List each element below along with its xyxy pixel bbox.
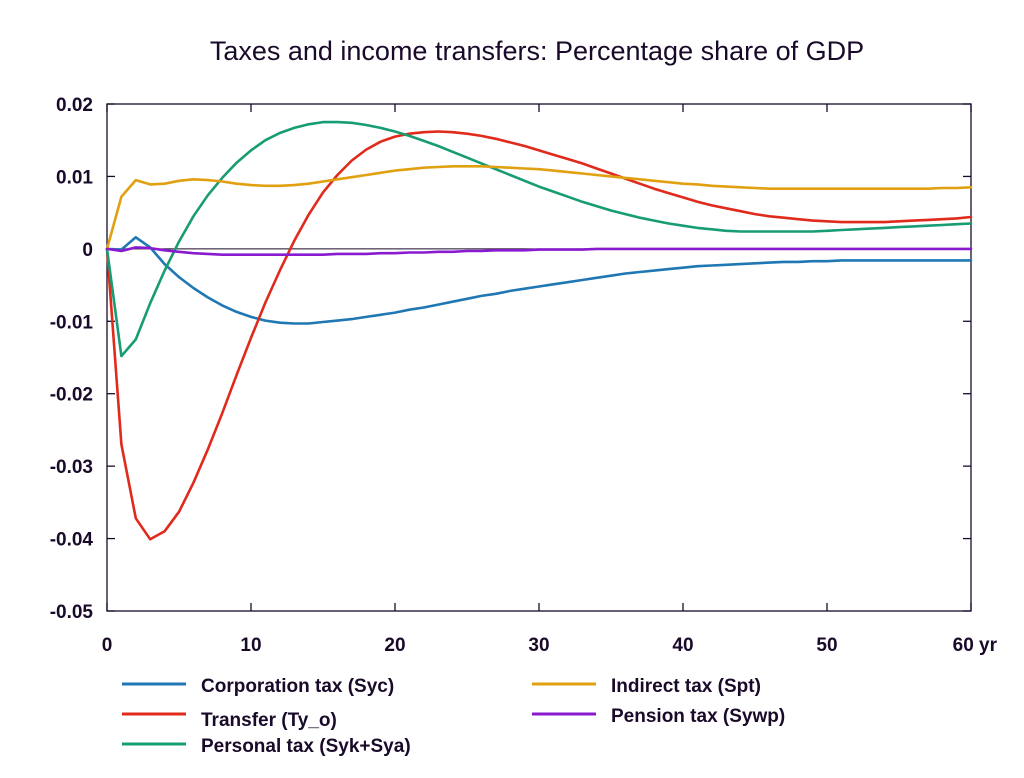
x-tick-label: 10 [240, 635, 261, 656]
x-tick-label: 0 [102, 635, 113, 656]
legend-label-1: Transfer (Ty_o) [201, 710, 337, 731]
series-group [105, 120, 973, 541]
series-line-3 [105, 165, 973, 251]
series-line-4 [105, 246, 973, 256]
x-tick-label: 60 yr [953, 635, 998, 656]
legend-label-0: Corporation tax (Syc) [201, 676, 394, 697]
y-tick-label: -0.03 [50, 457, 93, 478]
x-tick-label: 30 [528, 635, 549, 656]
x-tick-label: 40 [672, 635, 693, 656]
series-line-0 [105, 236, 973, 325]
y-tick-label: 0.01 [56, 167, 93, 188]
legend-label-4: Pension tax (Sywp) [611, 706, 785, 727]
y-tick-label: -0.05 [50, 602, 94, 623]
legend-label-3: Indirect tax (Spt) [611, 676, 761, 697]
y-tick-label: -0.01 [50, 312, 94, 333]
x-tick-label: 20 [384, 635, 405, 656]
y-tick-label: 0 [82, 240, 93, 261]
chart-title: Taxes and income transfers: Percentage s… [210, 36, 864, 66]
legend: Corporation tax (Syc) Transfer (Ty_o) Pers… [122, 676, 785, 757]
x-tick-label: 50 [816, 635, 837, 656]
y-tick-label: -0.02 [50, 385, 93, 406]
y-tick-label: 0.02 [56, 95, 93, 116]
series-line-2 [105, 120, 973, 358]
plot-area [106, 103, 972, 612]
legend-label-2: Personal tax (Syk+Sya) [201, 736, 411, 757]
plot-frame [106, 103, 972, 612]
y-axis: 0.02 0.01 0 -0.01 -0.02 -0.03 -0.04 -0.05 [50, 95, 971, 623]
x-axis: 0 10 20 30 40 50 60 yr [102, 104, 998, 656]
y-tick-label: -0.04 [50, 530, 94, 551]
series-line-1 [105, 130, 973, 541]
